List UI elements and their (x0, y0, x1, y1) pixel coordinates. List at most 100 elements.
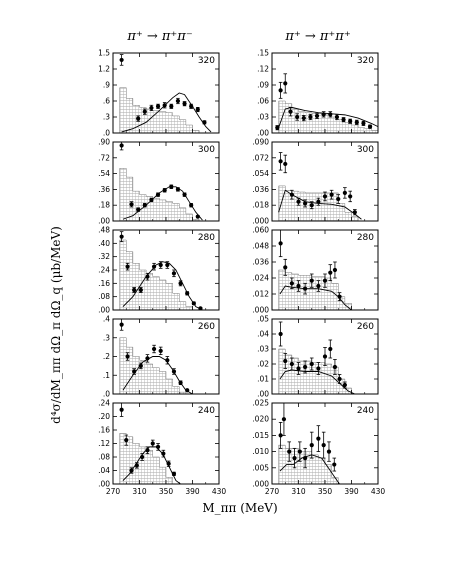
data-point (309, 201, 314, 210)
data-marker (336, 196, 341, 202)
y-tick-label: .36 (98, 185, 110, 194)
data-marker (145, 448, 150, 453)
data-point (322, 191, 328, 202)
data-marker (132, 369, 137, 374)
data-marker (119, 234, 124, 239)
data-marker (309, 361, 314, 367)
data-marker (195, 107, 200, 112)
data-point (303, 447, 308, 469)
data-marker (316, 436, 321, 441)
panel-pi-plus-pi-minus-300: .00 .18 .36 .54 .72 .90 300 (98, 138, 220, 226)
data-marker (278, 331, 283, 337)
data-point (189, 103, 194, 109)
data-point (303, 360, 308, 374)
y-tick-label: .000 (252, 306, 269, 315)
data-marker (367, 124, 373, 129)
data-point (124, 434, 129, 446)
data-marker (166, 461, 171, 466)
data-point (182, 192, 187, 197)
x-tick-label: 430 (371, 487, 386, 496)
data-marker (316, 199, 321, 204)
data-marker (328, 270, 333, 275)
data-point (178, 280, 183, 287)
data-point (296, 362, 301, 375)
data-point (132, 287, 137, 293)
data-point (145, 446, 150, 455)
data-marker (296, 283, 301, 289)
data-point (119, 231, 124, 243)
data-point (178, 380, 183, 386)
data-point (278, 321, 283, 347)
data-marker (182, 101, 187, 106)
y-tick-label: .08 (98, 453, 110, 462)
data-marker (125, 264, 130, 269)
data-point (283, 73, 288, 94)
data-marker (341, 117, 346, 122)
data-marker (322, 194, 328, 199)
data-marker (283, 81, 288, 86)
data-marker (342, 382, 347, 388)
energy-label: 280 (357, 233, 374, 243)
y-tick-label: .000 (252, 217, 269, 226)
data-marker (140, 454, 145, 460)
panel-pi-plus-pi-minus-280: .00 .08 .16 .24 .32 .40 .48 280 (98, 226, 220, 315)
data-point (158, 261, 163, 269)
data-marker (155, 104, 161, 109)
data-point (191, 301, 196, 306)
y-tick-label: .20 (98, 412, 110, 421)
data-marker (332, 267, 338, 273)
data-point (322, 347, 328, 366)
data-marker (162, 188, 167, 193)
y-tick-label: .09 (257, 81, 269, 90)
y-tick-label: .32 (98, 252, 110, 261)
data-point (119, 141, 124, 151)
shaded-histogram (119, 168, 213, 222)
y-tick-label: .05 (257, 315, 269, 324)
panel-pi-plus-pi-plus-300: .000 .018 .036 .054 .072 .090 300 (252, 138, 379, 226)
data-marker (334, 114, 340, 120)
shaded-histogram (119, 433, 213, 485)
data-point (140, 453, 145, 461)
data-marker (278, 241, 283, 246)
y-tick-label: .005 (252, 463, 269, 472)
data-point (202, 120, 207, 125)
data-point (185, 388, 190, 393)
data-point (149, 197, 154, 203)
y-tick-label: .00 (257, 390, 269, 399)
data-marker (361, 121, 366, 126)
data-point (169, 103, 174, 109)
data-marker (155, 192, 161, 197)
data-marker (119, 407, 124, 412)
data-point (332, 359, 338, 375)
data-marker (314, 113, 320, 119)
data-point (145, 272, 150, 281)
data-point (281, 402, 287, 436)
y-tick-label: .54 (98, 169, 110, 178)
data-point (161, 449, 166, 458)
data-point (316, 425, 321, 453)
data-marker (322, 278, 328, 283)
data-marker (202, 120, 207, 125)
y-tick-label: .18 (98, 201, 110, 210)
data-point (171, 269, 177, 278)
y-tick-label: 1.5 (98, 49, 110, 58)
data-point (316, 280, 321, 292)
data-marker (303, 286, 308, 291)
data-marker (278, 159, 283, 164)
y-tick-label: .9 (103, 81, 110, 90)
data-marker (165, 262, 170, 268)
data-point (326, 441, 332, 462)
data-point (149, 104, 154, 111)
data-marker (178, 281, 183, 286)
energy-label: 260 (198, 322, 215, 332)
data-point (332, 261, 338, 279)
data-point (189, 203, 194, 208)
data-point (336, 194, 341, 204)
y-tick-label: .3 (103, 333, 110, 342)
y-tick-label: .12 (98, 439, 110, 448)
y-tick-label: .24 (98, 266, 110, 275)
data-marker (165, 358, 170, 363)
data-point (129, 467, 134, 474)
data-marker (149, 105, 154, 111)
data-point (348, 190, 353, 203)
